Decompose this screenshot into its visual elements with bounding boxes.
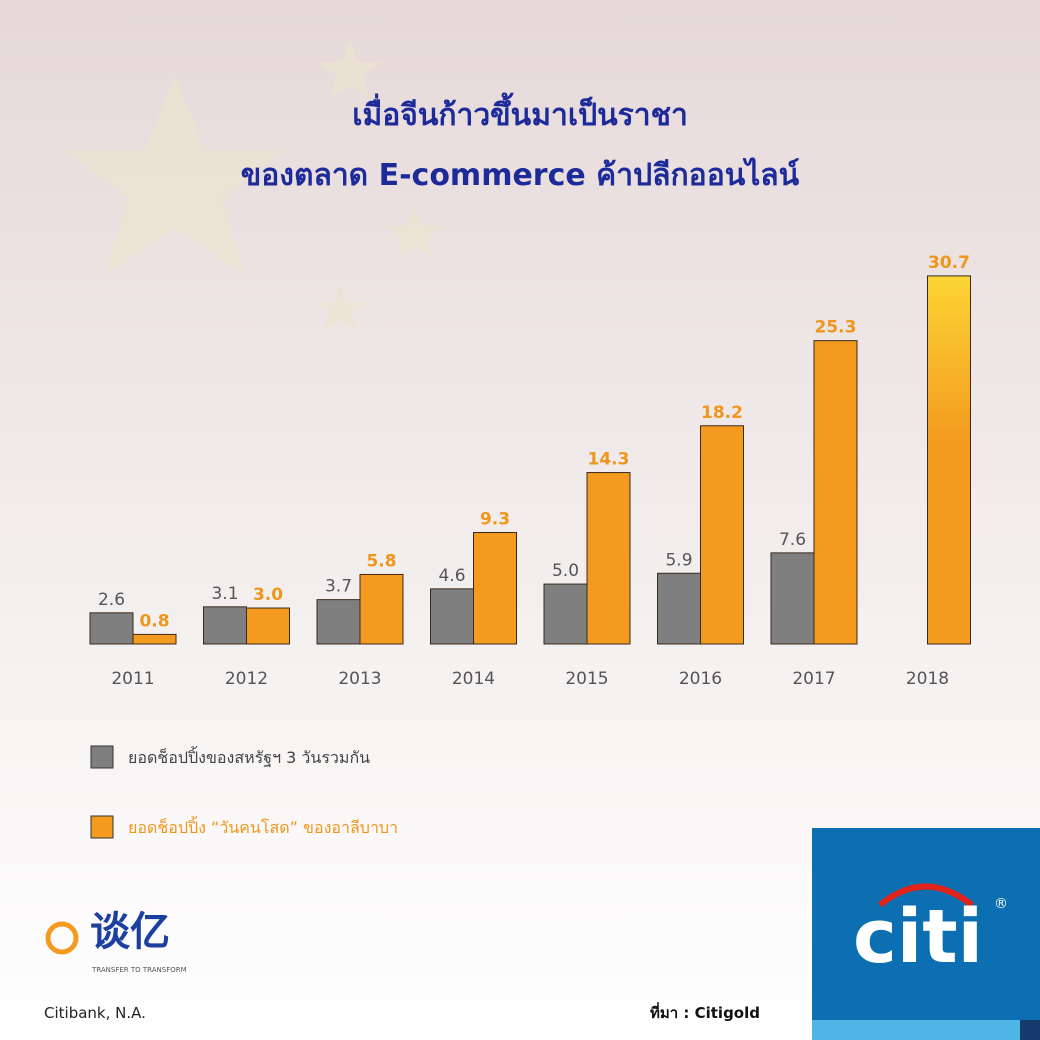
x-tick-label: 2016 <box>679 669 722 689</box>
bar <box>89 612 134 645</box>
value-label: 5.9 <box>665 550 692 570</box>
legend: ยอดช็อปปิ้งของสหรัฐฯ 3 วันรวมกันยอดช็อปป… <box>90 745 398 839</box>
citi-box <box>812 828 1040 1040</box>
value-label: 7.6 <box>779 530 806 550</box>
x-tick-label: 2011 <box>111 669 154 689</box>
citi-arc <box>878 883 974 908</box>
value-label: 3.0 <box>253 585 283 605</box>
value-label: 4.6 <box>438 566 465 586</box>
citi-corner <box>1020 1020 1040 1040</box>
legend-swatch <box>90 745 114 769</box>
bar <box>543 583 588 645</box>
legend-swatch <box>90 815 114 839</box>
citi-logo: citi <box>853 894 983 980</box>
bar <box>246 607 290 645</box>
legend-label: ยอดช็อปปิ้ง “วันคนโสด” ของอาลีบาบา <box>128 816 398 837</box>
chart-subtitle: ของตลาด E-commerce ค้าปลีกออนไลน์ <box>241 157 800 193</box>
bar <box>316 599 361 645</box>
value-label: 3.1 <box>211 584 238 604</box>
x-tick-label: 2018 <box>906 669 949 689</box>
bar <box>203 606 247 645</box>
x-tick-label: 2012 <box>225 669 268 689</box>
source: ที่มา : Citigold <box>650 1002 760 1022</box>
value-label: 5.8 <box>366 551 396 571</box>
value-label: 25.3 <box>815 318 857 338</box>
x-tick-label: 2015 <box>565 669 608 689</box>
stars <box>65 40 445 331</box>
bar <box>813 340 858 645</box>
citi-strip <box>812 1020 1040 1040</box>
brand-logo: 谈亿 <box>90 909 170 955</box>
bar <box>430 588 474 645</box>
value-label: 14.3 <box>588 450 630 470</box>
x-tick-label: 2013 <box>338 669 381 689</box>
value-label: 2.6 <box>98 590 125 610</box>
x-tick-label: 2014 <box>452 669 495 689</box>
citi-mark: ® <box>994 896 1008 912</box>
value-label: 18.2 <box>701 403 743 423</box>
bar <box>359 573 404 645</box>
chart-title: เมื่อจีนก้าวขึ้นมาเป็นราชา <box>352 92 688 133</box>
bar <box>473 531 517 645</box>
footer: Citibank, N.A. <box>44 1004 146 1022</box>
value-label: 3.7 <box>325 577 352 597</box>
value-label: 0.8 <box>139 611 169 631</box>
bar <box>657 572 701 645</box>
bar <box>132 633 177 645</box>
value-label: 5.0 <box>552 561 579 581</box>
value-label: 9.3 <box>480 509 510 529</box>
mic-icon <box>45 921 79 955</box>
value-label: 30.7 <box>928 253 970 273</box>
legend-label: ยอดช็อปปิ้งของสหรัฐฯ 3 วันรวมกัน <box>128 746 370 767</box>
bar <box>586 472 631 645</box>
bar <box>700 425 744 645</box>
bar <box>770 552 815 645</box>
x-tick-label: 2017 <box>792 669 835 689</box>
plot: 2011 2.6 0.8 2012 3.1 3.0 2013 3.7 5.8 2014 4.6 9.3… <box>89 253 971 689</box>
brand-tagline: TRANSFER TO TRANSFORM <box>91 966 187 974</box>
bar <box>927 275 971 645</box>
